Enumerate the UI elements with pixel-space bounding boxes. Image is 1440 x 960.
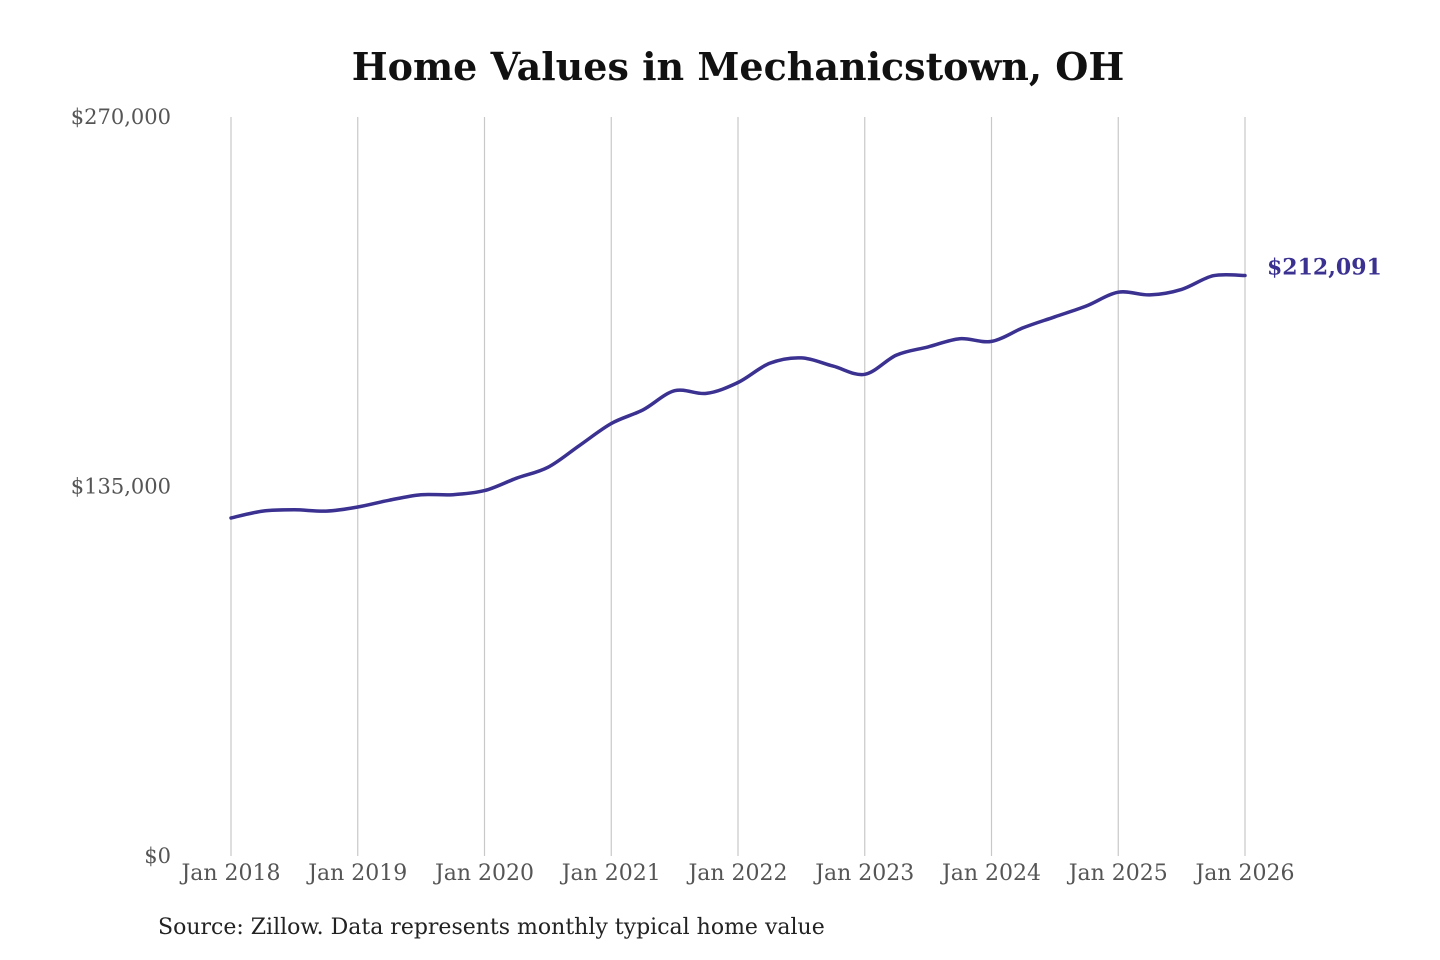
series-line: [229, 272, 1247, 520]
series-layer: [229, 272, 1247, 520]
x-tick-label: Jan 2020: [433, 861, 534, 886]
x-tick-label: Jan 2022: [686, 861, 787, 886]
x-tick-label: Jan 2018: [179, 861, 280, 886]
y-tick-label: $270,000: [71, 105, 171, 129]
x-tick-label: Jan 2019: [306, 861, 407, 886]
annotation-layer: $212,091: [1267, 254, 1382, 280]
y-tick-label: $135,000: [71, 475, 171, 499]
x-tick-label: Jan 2024: [940, 861, 1041, 886]
gridlines: [230, 117, 1246, 856]
x-tick-label: Jan 2021: [560, 861, 661, 886]
x-tick-label: Jan 2023: [813, 861, 914, 886]
y-tick-label: $0: [144, 844, 171, 868]
source-note: Source: Zillow. Data represents monthly …: [158, 915, 825, 940]
end-value-label: $212,091: [1267, 254, 1382, 280]
y-axis-ticks: $0 $135,000 $270,000: [71, 105, 171, 868]
x-tick-label: Jan 2026: [1193, 861, 1294, 886]
x-axis-ticks: Jan 2018 Jan 2019 Jan 2020 Jan 2021 Jan 2022…: [179, 861, 1294, 886]
x-tick-label: Jan 2025: [1067, 861, 1168, 886]
chart-title: Home Values in Mechanicstown, OH: [351, 44, 1125, 89]
